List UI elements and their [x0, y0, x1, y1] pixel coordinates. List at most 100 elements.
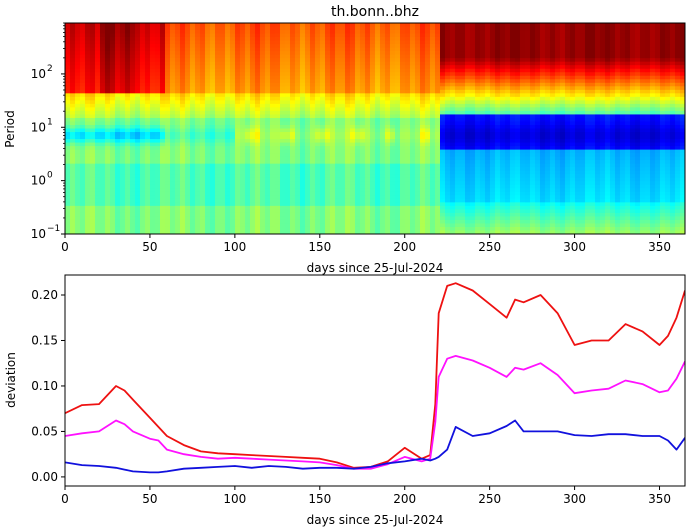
heatmap-cell: [135, 68, 141, 73]
heatmap-cell: [175, 139, 181, 144]
heatmap-cell: [145, 110, 151, 116]
heatmap-cell: [100, 93, 106, 98]
heatmap-cell: [460, 30, 466, 35]
heatmap-cell: [85, 184, 91, 189]
heatmap-cell: [335, 65, 341, 70]
heatmap-cell: [375, 163, 381, 168]
heatmap-cell: [330, 79, 336, 84]
heatmap-cell: [250, 188, 256, 193]
heatmap-cell: [220, 212, 226, 218]
heatmap-cell: [225, 223, 231, 228]
heatmap-cell: [480, 33, 486, 38]
heatmap-cell: [155, 128, 161, 133]
heatmap-cell: [390, 54, 396, 59]
heatmap-cell: [100, 82, 106, 87]
heatmap-cell: [465, 191, 471, 196]
heatmap-cell: [250, 216, 256, 221]
heatmap-cell: [215, 181, 221, 186]
heatmap-cell: [295, 198, 301, 203]
heatmap-cell: [230, 139, 236, 144]
heatmap-cell: [170, 139, 176, 144]
heatmap-cell: [325, 142, 331, 147]
heatmap-cell: [375, 47, 381, 52]
heatmap-cell: [95, 202, 101, 207]
heatmap-cell: [340, 107, 346, 112]
heatmap-cell: [340, 65, 346, 70]
heatmap-cell: [235, 103, 241, 108]
heatmap-cell: [115, 156, 121, 161]
heatmap-cell: [300, 216, 306, 221]
heatmap-cell: [205, 167, 211, 172]
heatmap-cell: [465, 54, 471, 59]
heatmap-cell: [445, 30, 451, 35]
heatmap-cell: [450, 96, 456, 101]
heatmap-cell: [385, 30, 391, 35]
heatmap-cell: [345, 167, 351, 172]
heatmap-cell: [330, 219, 336, 225]
heatmap-cell: [455, 195, 461, 200]
heatmap-cell: [425, 223, 431, 228]
heatmap-cell: [335, 121, 341, 126]
heatmap-cell: [170, 174, 176, 179]
heatmap-cell: [85, 100, 91, 105]
heatmap-cell: [155, 33, 161, 38]
heatmap-cell: [455, 142, 461, 147]
heatmap-cell: [255, 216, 261, 221]
heatmap-cell: [340, 181, 346, 186]
heatmap-cell: [310, 65, 316, 70]
heatmap-cell: [205, 117, 211, 123]
heatmap-cell: [390, 181, 396, 186]
heatmap-cell: [350, 170, 356, 175]
heatmap-cell: [110, 142, 116, 147]
heatmap-cell: [175, 65, 181, 70]
heatmap-cell: [100, 103, 106, 108]
heatmap-cell: [210, 124, 216, 130]
heatmap-cell: [105, 44, 111, 49]
heatmap-cell: [115, 47, 121, 52]
heatmap-cell: [290, 226, 296, 232]
heatmap-cell: [170, 230, 176, 234]
heatmap-cell: [295, 68, 301, 73]
heatmap-cell: [65, 103, 71, 108]
heatmap-cell: [310, 226, 316, 232]
heatmap-cell: [280, 184, 286, 189]
heatmap-cell: [470, 37, 476, 42]
heatmap-cell: [150, 139, 156, 144]
heatmap-cell: [260, 75, 266, 80]
heatmap-cell: [210, 230, 216, 234]
heatmap-cell: [455, 47, 461, 52]
heatmap-cell: [270, 51, 276, 56]
heatmap-cell: [335, 195, 341, 200]
heatmap-cell: [75, 181, 81, 186]
heatmap-cell: [295, 209, 301, 214]
heatmap-cell: [300, 93, 306, 98]
heatmap-cell: [365, 114, 371, 119]
heatmap-cell: [130, 209, 136, 214]
heatmap-cell: [420, 96, 426, 101]
heatmap-cell: [185, 100, 191, 105]
heatmap-cell: [355, 110, 361, 116]
heatmap-cell: [285, 205, 291, 210]
heatmap-cell: [345, 103, 351, 108]
heatmap-cell: [395, 174, 401, 179]
heatmap-cell: [200, 44, 206, 49]
heatmap-cell: [395, 100, 401, 105]
heatmap-cell: [445, 135, 451, 140]
heatmap-cell: [400, 209, 406, 214]
heatmap-cell: [165, 181, 171, 186]
heatmap-cell: [220, 110, 226, 116]
heatmap-cell: [375, 107, 381, 112]
heatmap-cell: [210, 54, 216, 59]
heatmap-cell: [435, 184, 441, 189]
heatmap-cell: [460, 181, 466, 186]
heatmap-cell: [340, 75, 346, 80]
heatmap-cell: [385, 132, 391, 137]
heatmap-cell: [200, 170, 206, 175]
heatmap-cell: [360, 223, 366, 228]
heatmap-cell: [345, 61, 351, 66]
heatmap-cell: [105, 188, 111, 193]
heatmap-cell: [335, 184, 341, 189]
heatmap-cell: [250, 226, 256, 232]
heatmap-cell: [350, 212, 356, 218]
heatmap-cell: [105, 40, 111, 45]
